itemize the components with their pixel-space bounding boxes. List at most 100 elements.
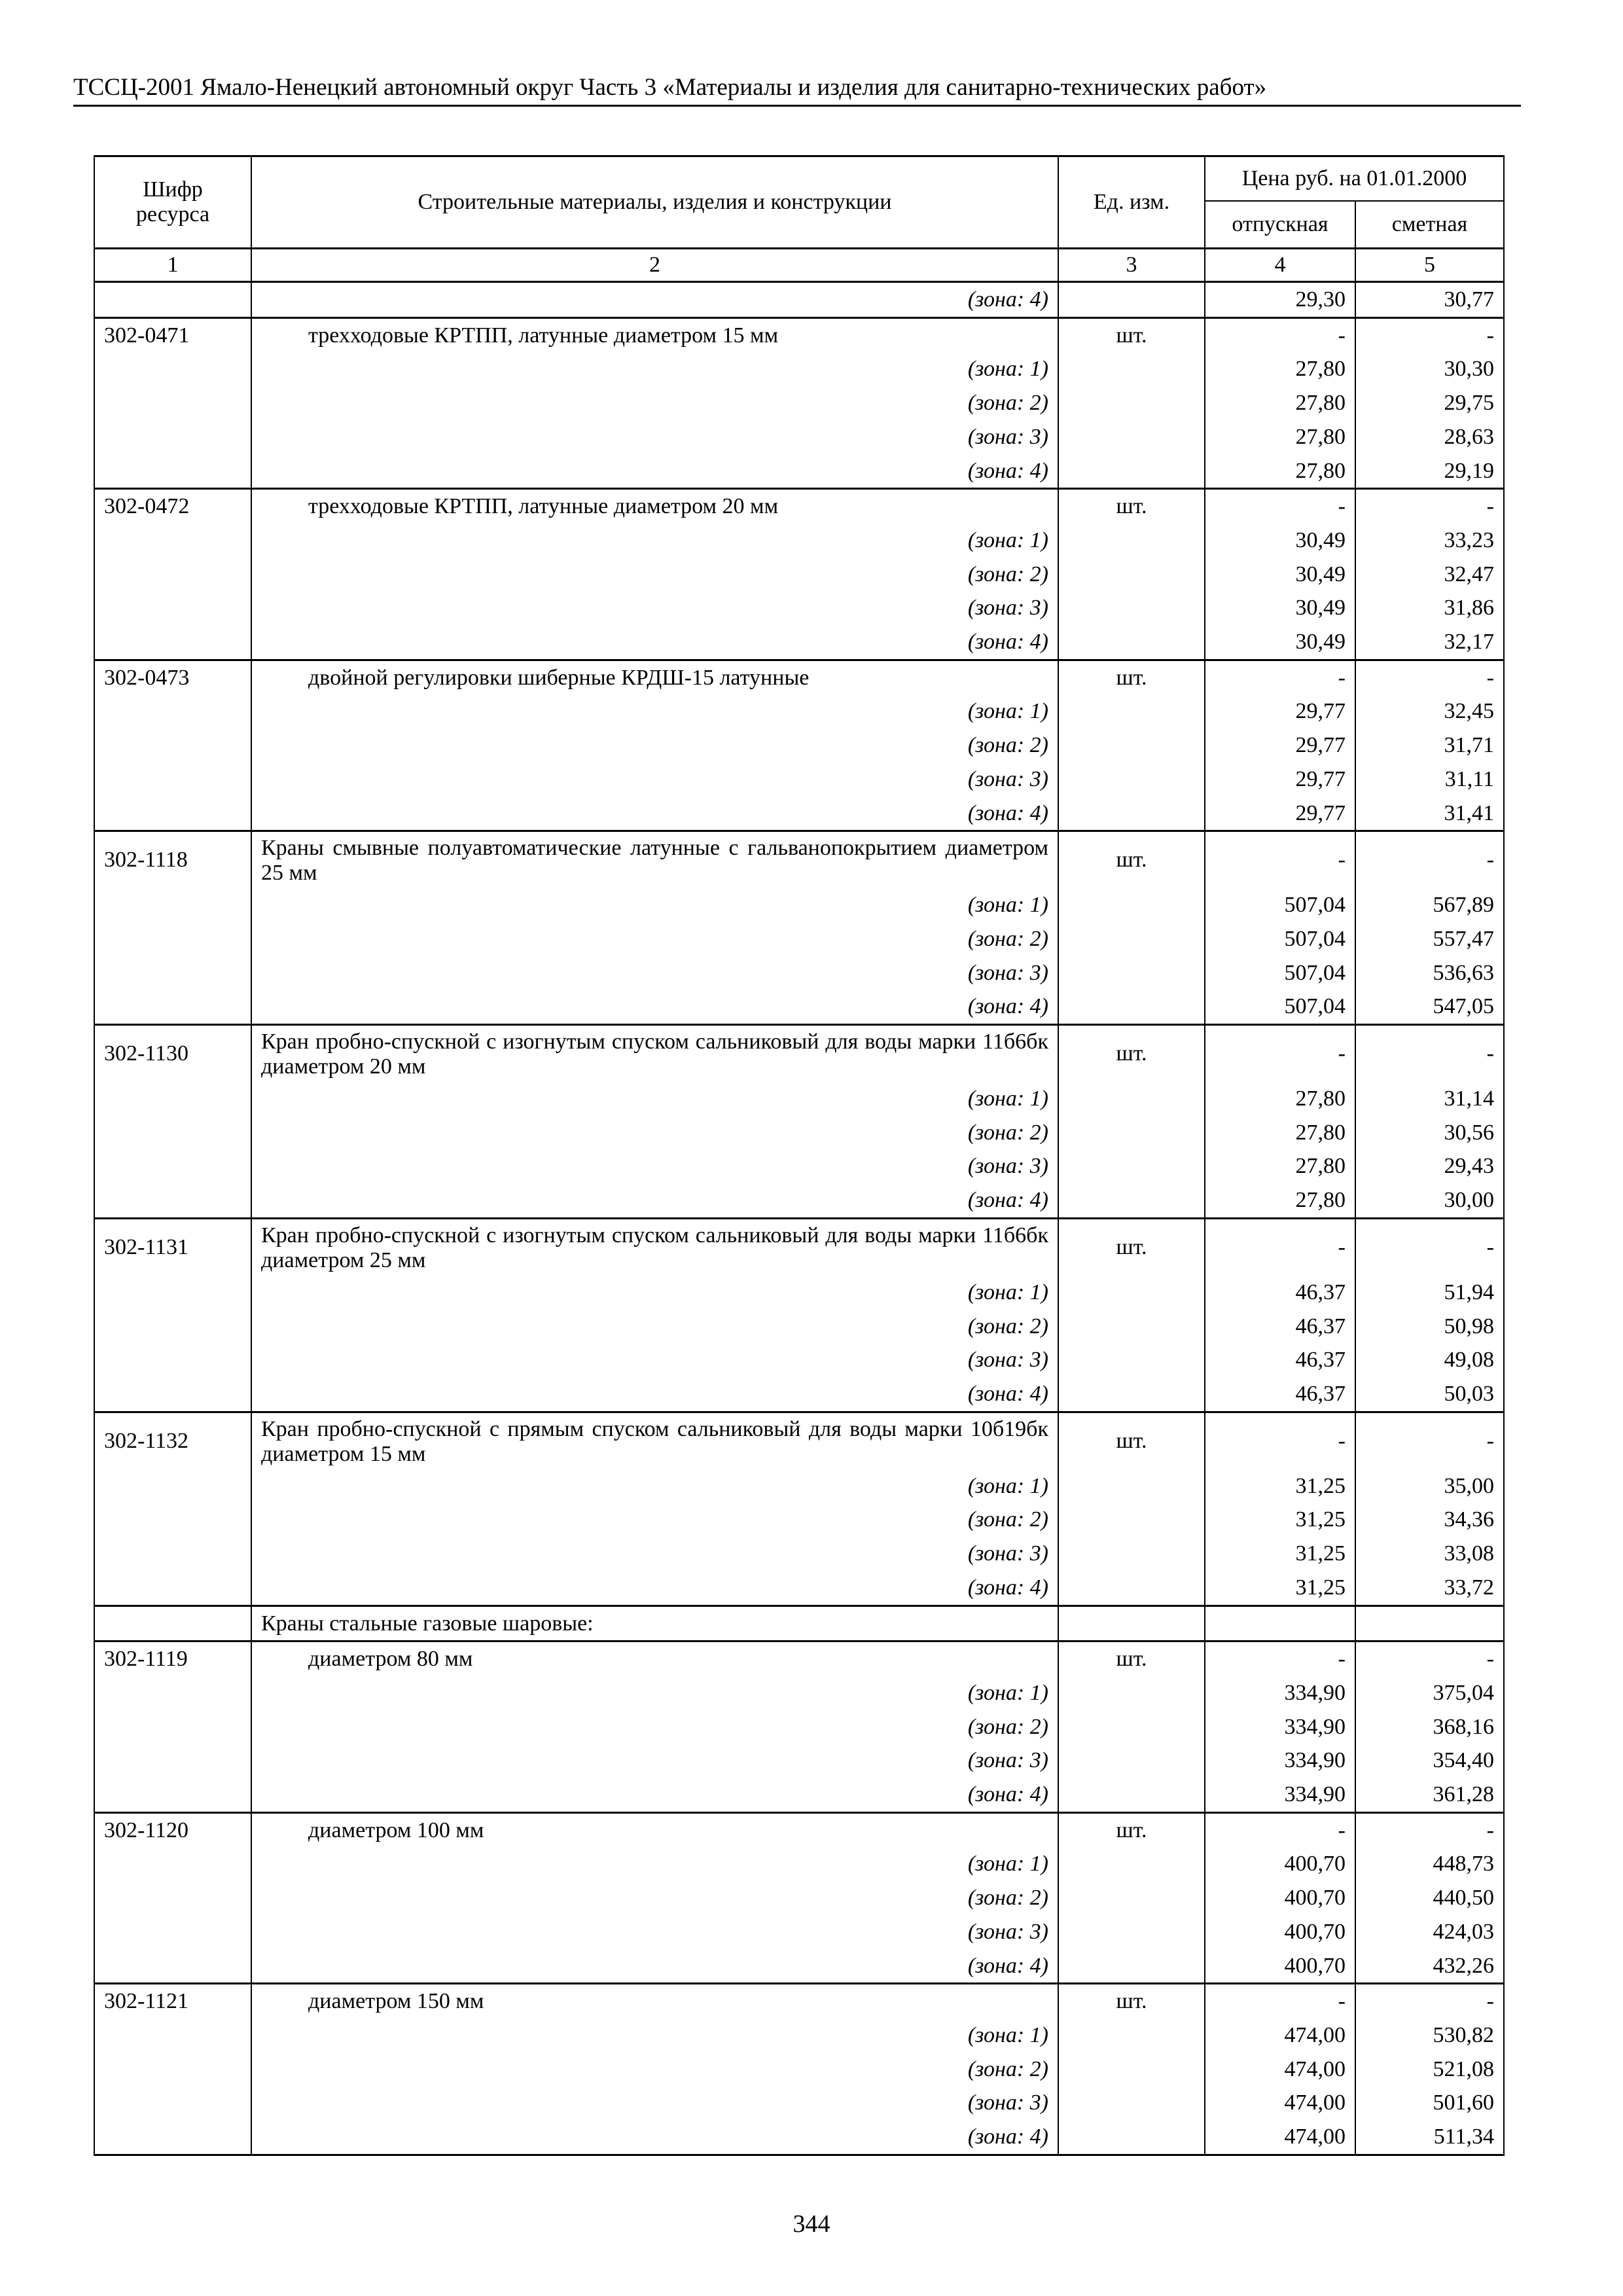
price-estimate: 501,60 xyxy=(1355,2086,1505,2121)
unit: шт. xyxy=(1058,1217,1205,1276)
price-estimate: - xyxy=(1355,1982,1505,2018)
zone-label: (зона: 4) xyxy=(251,625,1059,661)
price-base: - xyxy=(1204,1217,1356,1276)
price-estimate: 31,71 xyxy=(1355,728,1505,762)
unit-cell xyxy=(1058,1744,1205,1778)
zone-label: (зона: 3) xyxy=(251,1149,1059,1184)
zone-label: (зона: 3) xyxy=(251,1537,1059,1571)
zone-label: (зона: 1) xyxy=(251,352,1059,387)
price-estimate-cell xyxy=(1355,1604,1505,1643)
zone-label: (зона: 1) xyxy=(251,1676,1059,1710)
zone-row: (зона: 1) 27,80 30,30 xyxy=(94,352,1505,387)
code-cell xyxy=(94,1744,252,1778)
code-cell xyxy=(94,281,252,319)
unit-cell xyxy=(1058,1948,1205,1985)
resource-name: Краны смывные полуавтоматические латунны… xyxy=(251,830,1059,889)
unit-cell xyxy=(1058,1082,1205,1116)
unit: шт. xyxy=(1058,1982,1205,2018)
price-base: 27,80 xyxy=(1204,1149,1356,1184)
price-estimate: - xyxy=(1355,488,1505,524)
price-estimate: 30,30 xyxy=(1355,352,1505,387)
zone-label: (зона: 2) xyxy=(251,1309,1059,1344)
price-estimate: 361,28 xyxy=(1355,1778,1505,1814)
price-base: 30,49 xyxy=(1204,591,1356,626)
price-estimate: 448,73 xyxy=(1355,1847,1505,1882)
price-base: 474,00 xyxy=(1204,2086,1356,2121)
zone-row: (зона: 4) 507,04 547,05 xyxy=(94,990,1505,1026)
zone-label: (зона: 3) xyxy=(251,591,1059,626)
header-price: Цена руб. на 01.01.2000 xyxy=(1204,155,1505,202)
column-number: 4 xyxy=(1204,247,1356,283)
zone-row: (зона: 3) 29,77 31,11 xyxy=(94,762,1505,797)
zone-row: (зона: 4) 29,30 30,77 xyxy=(94,281,1505,319)
price-base: - xyxy=(1204,1410,1356,1469)
price-base: 31,25 xyxy=(1204,1570,1356,1607)
price-base: 27,80 xyxy=(1204,386,1356,420)
price-base: 507,04 xyxy=(1204,990,1356,1026)
price-base: 29,77 xyxy=(1204,728,1356,762)
unit-cell xyxy=(1058,1847,1205,1882)
price-base: 27,80 xyxy=(1204,1082,1356,1116)
code-cell xyxy=(94,1881,252,1915)
zone-row: (зона: 2) 474,00 521,08 xyxy=(94,2052,1505,2087)
price-estimate: 521,08 xyxy=(1355,2052,1505,2087)
price-estimate: 51,94 xyxy=(1355,1275,1505,1310)
resource-name: двойной регулировки шиберные КРДШ-15 лат… xyxy=(251,658,1059,695)
price-base: - xyxy=(1204,1982,1356,2018)
unit-cell xyxy=(1058,1503,1205,1537)
zone-row: (зона: 2) 30,49 32,47 xyxy=(94,557,1505,592)
unit-cell xyxy=(1058,1778,1205,1814)
price-estimate: 49,08 xyxy=(1355,1343,1505,1377)
zone-row: (зона: 1) 334,90 375,04 xyxy=(94,1676,1505,1710)
code-cell xyxy=(94,1537,252,1571)
unit-cell xyxy=(1058,2018,1205,2053)
code-cell xyxy=(94,1469,252,1503)
price-base: - xyxy=(1204,830,1356,889)
price-estimate: 547,05 xyxy=(1355,990,1505,1026)
price-estimate: 30,77 xyxy=(1355,281,1505,319)
code-cell xyxy=(94,1183,252,1219)
unit-cell xyxy=(1058,1570,1205,1607)
zone-row: (зона: 2) 31,25 34,36 xyxy=(94,1503,1505,1537)
code-cell xyxy=(94,1948,252,1985)
price-estimate: 30,00 xyxy=(1355,1183,1505,1219)
zone-label: (зона: 4) xyxy=(251,1570,1059,1607)
price-base: 507,04 xyxy=(1204,922,1356,956)
header-unit: Ед. изм. xyxy=(1058,155,1205,249)
zone-row: (зона: 4) 27,80 30,00 xyxy=(94,1183,1505,1219)
zone-row: (зона: 2) 29,77 31,71 xyxy=(94,728,1505,762)
zone-label: (зона: 1) xyxy=(251,2018,1059,2053)
zone-row: (зона: 3) 400,70 424,03 xyxy=(94,1914,1505,1949)
unit-cell xyxy=(1058,796,1205,833)
resource-name: Кран пробно-спускной с прямым спуском са… xyxy=(251,1410,1059,1469)
price-estimate: 354,40 xyxy=(1355,1744,1505,1778)
price-base: 27,80 xyxy=(1204,420,1356,454)
code-cell xyxy=(94,1275,252,1310)
header-code: Шифр ресурса xyxy=(94,155,252,249)
resource-name: Кран пробно-спускной с изогнутым спуском… xyxy=(251,1024,1059,1083)
zone-row: (зона: 1) 30,49 33,23 xyxy=(94,523,1505,558)
zone-row: (зона: 1) 400,70 448,73 xyxy=(94,1847,1505,1882)
price-base: 29,30 xyxy=(1204,281,1356,319)
price-estimate: 32,47 xyxy=(1355,557,1505,592)
price-base: - xyxy=(1204,1640,1356,1676)
zone-row: (зона: 3) 30,49 31,86 xyxy=(94,591,1505,626)
unit-cell xyxy=(1058,888,1205,922)
code-cell xyxy=(94,1914,252,1949)
code-cell xyxy=(94,454,252,490)
column-number: 2 xyxy=(251,247,1059,283)
zone-label: (зона: 3) xyxy=(251,1343,1059,1377)
table-row: 302-1120 диаметром 100 мм шт. - - xyxy=(94,1811,1505,1848)
code-cell xyxy=(94,386,252,420)
code-cell xyxy=(94,591,252,626)
header-price-estimate: сметная xyxy=(1355,200,1505,249)
zone-label: (зона: 4) xyxy=(251,2120,1059,2156)
zone-label: (зона: 2) xyxy=(251,2052,1059,2087)
resource-name: диаметром 80 мм xyxy=(251,1640,1059,1676)
price-base: 30,49 xyxy=(1204,557,1356,592)
zone-row: (зона: 1) 31,25 35,00 xyxy=(94,1469,1505,1503)
price-base: 474,00 xyxy=(1204,2018,1356,2053)
resource-code: 302-1131 xyxy=(94,1217,252,1276)
header-rule xyxy=(73,105,1521,107)
code-cell xyxy=(94,352,252,387)
